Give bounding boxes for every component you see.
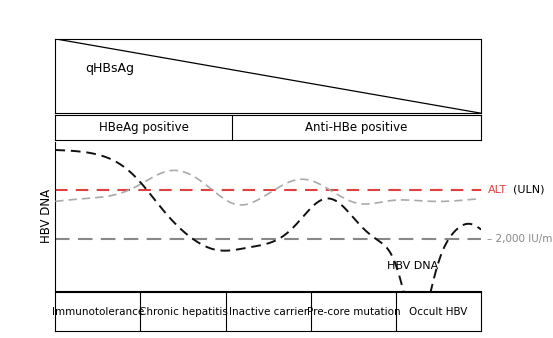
Text: HBeAg positive: HBeAg positive [99, 121, 189, 134]
Text: ALT: ALT [488, 185, 507, 195]
Text: HBV DNA: HBV DNA [388, 261, 439, 271]
Text: Pre-core mutation: Pre-core mutation [306, 307, 400, 317]
Text: Occult HBV: Occult HBV [409, 307, 468, 317]
Text: Immunotolerance: Immunotolerance [52, 307, 144, 317]
Text: – 2,000 IU/ml: – 2,000 IU/ml [488, 234, 553, 244]
Text: Anti-HBe positive: Anti-HBe positive [305, 121, 408, 134]
Text: (ULN): (ULN) [513, 185, 545, 195]
Text: Inactive carrier: Inactive carrier [228, 307, 308, 317]
Text: qHBsAg: qHBsAg [85, 62, 134, 75]
Y-axis label: HBV DNA: HBV DNA [39, 189, 53, 243]
Text: Chronic hepatitis: Chronic hepatitis [139, 307, 227, 317]
